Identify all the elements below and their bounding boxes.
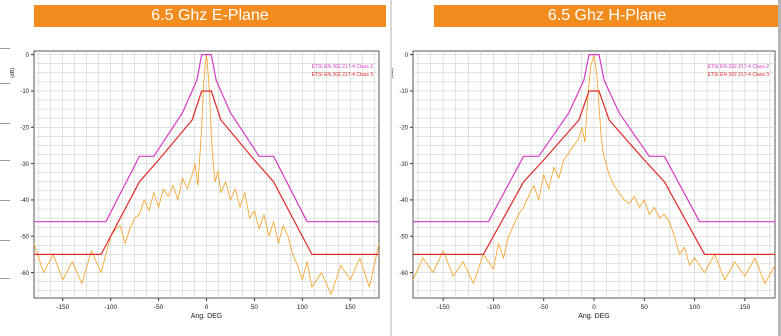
e-plane-panel: 6.5 Ghz E-Plane -150 -100 -50 0 50 100 150 0 -10… xyxy=(0,0,390,336)
y-tick-label: -60 xyxy=(20,271,29,277)
class3-mask-line xyxy=(34,90,379,255)
x-tick-label: 0 xyxy=(205,304,209,311)
y-tick-label: -30 xyxy=(399,162,408,168)
margin-tick xyxy=(0,48,10,49)
panel-divider xyxy=(390,0,392,336)
margin-tick xyxy=(0,123,10,124)
margin-tick xyxy=(0,160,10,161)
x-tick-label: 50 xyxy=(641,304,649,311)
class2-mask-line xyxy=(413,53,775,223)
y-tick-label: -40 xyxy=(399,198,408,204)
h-plane-title: 6.5 Ghz H-Plane xyxy=(434,5,780,27)
y-tick-label: 0 xyxy=(26,53,30,59)
x-tick-label: -150 xyxy=(437,304,450,311)
legend-entry: ETSI EN 302 217-4 Class 3 xyxy=(312,72,374,78)
y-tick-label: -60 xyxy=(399,271,408,277)
y-tick-label: -50 xyxy=(399,234,408,240)
legend-entry: ETSI EN 302 217-4 Class 2 xyxy=(312,64,374,70)
x-tick-label: 0 xyxy=(592,304,596,311)
x-tick-label: -100 xyxy=(487,304,500,311)
window-edge xyxy=(778,0,781,336)
class2-mask-line xyxy=(34,53,379,223)
legend-entry: ETSI EN 302 217-4 Class 3 xyxy=(708,72,770,78)
x-tick-label: -100 xyxy=(104,304,117,311)
h-plane-panel: 6.5 Ghz H-Plane -150 -100 -50 0 50 100 150 0 -10… xyxy=(392,0,781,336)
y-tick-label: -50 xyxy=(20,234,29,240)
x-axis-label: Ang. DEG xyxy=(578,313,610,320)
x-axis-label: Ang. DEG xyxy=(191,313,223,320)
x-tick-label: 100 xyxy=(297,304,308,311)
x-tick-label: -150 xyxy=(56,304,69,311)
y-tick-label: -30 xyxy=(20,162,29,168)
x-tick-label: 100 xyxy=(689,304,700,311)
y-tick-label: -20 xyxy=(20,125,29,131)
y-tick-label: -10 xyxy=(20,89,29,95)
x-tick-label: -50 xyxy=(154,304,164,311)
y-axis-label: (dB) xyxy=(10,68,16,79)
class3-mask-line xyxy=(413,90,775,255)
e-plane-title: 6.5 Ghz E-Plane xyxy=(34,5,386,27)
measured-pattern-line xyxy=(33,54,380,295)
y-axis-label: (dB) xyxy=(392,68,395,79)
margin-tick xyxy=(0,200,10,201)
margin-tick xyxy=(0,83,10,84)
y-tick-label: -10 xyxy=(399,89,408,95)
e-plane-chart: -150 -100 -50 0 50 100 150 0 -10 -20 -30 -40 -50 -60 A… xyxy=(10,50,380,320)
y-tick-label: 0 xyxy=(405,53,409,59)
x-tick-label: 50 xyxy=(251,304,259,311)
y-tick-label: -40 xyxy=(20,198,29,204)
margin-tick xyxy=(0,240,10,241)
y-tick-label: -20 xyxy=(399,125,408,131)
x-tick-label: -50 xyxy=(539,304,549,311)
margin-tick xyxy=(0,278,10,279)
h-plane-chart: -150 -100 -50 0 50 100 150 0 -10 -20 -30 -40 -50 -60 A… xyxy=(392,50,776,320)
x-tick-label: 150 xyxy=(739,304,750,311)
x-tick-label: 150 xyxy=(345,304,356,311)
legend-entry: ETSI EN 302 217-4 Class 2 xyxy=(708,64,770,70)
